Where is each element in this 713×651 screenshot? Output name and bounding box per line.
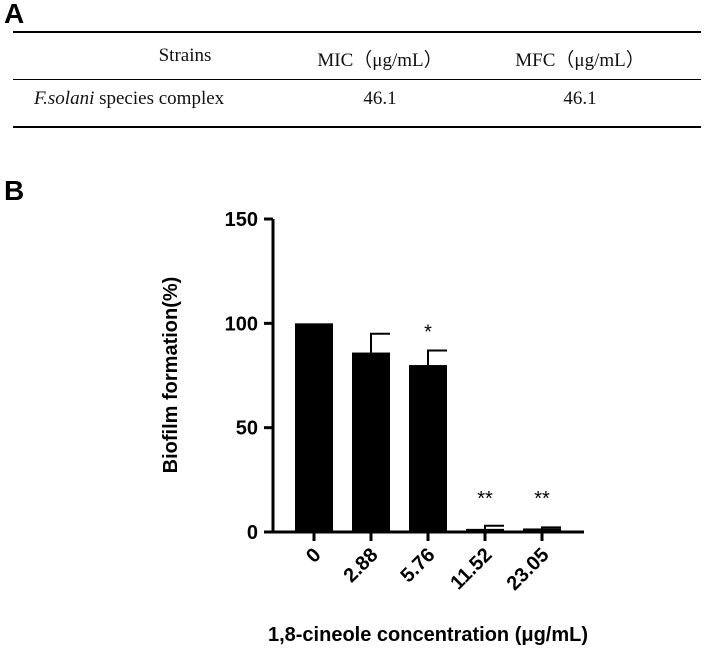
y-tick-label: 150 <box>225 209 258 231</box>
table-top-rule <box>13 31 701 33</box>
bar <box>409 365 447 532</box>
row-strain: F.solani species complex <box>34 88 224 110</box>
y-tick-label: 0 <box>247 522 258 544</box>
x-tick-label: 23.05 <box>503 544 554 595</box>
header-strains: Strains <box>158 45 212 66</box>
x-tick-label: 11.52 <box>446 544 496 594</box>
bar <box>295 323 333 532</box>
strain-rest: species complex <box>94 88 225 109</box>
panel-b-label: B <box>4 175 25 206</box>
significance-marker: ** <box>534 488 550 510</box>
significance-marker: ** <box>477 488 493 510</box>
x-tick-label: 5.76 <box>396 544 439 587</box>
table-mid-rule <box>13 79 701 80</box>
y-tick-label: 50 <box>236 418 258 440</box>
bar <box>523 528 561 532</box>
significance-marker: * <box>424 321 432 343</box>
header-mic: MIC（μg/mL） <box>317 50 443 71</box>
x-tick-label: 0 <box>302 544 325 567</box>
y-tick-label: 100 <box>225 313 258 335</box>
x-axis-label: 1,8-cineole concentration (μg/mL) <box>268 624 588 646</box>
bar <box>352 352 390 532</box>
panel-a-label: A <box>4 0 25 29</box>
bar <box>466 528 504 532</box>
row-mfc: 46.1 <box>563 88 597 109</box>
x-tick-label: 2.88 <box>339 544 382 587</box>
header-mfc: MFC（μg/mL） <box>515 50 645 71</box>
y-axis-label: Biofilm formation(%) <box>160 277 182 474</box>
row-mic: 46.1 <box>363 88 397 109</box>
strain-italic: F.solani <box>34 88 95 109</box>
table-bottom-rule <box>13 126 701 128</box>
